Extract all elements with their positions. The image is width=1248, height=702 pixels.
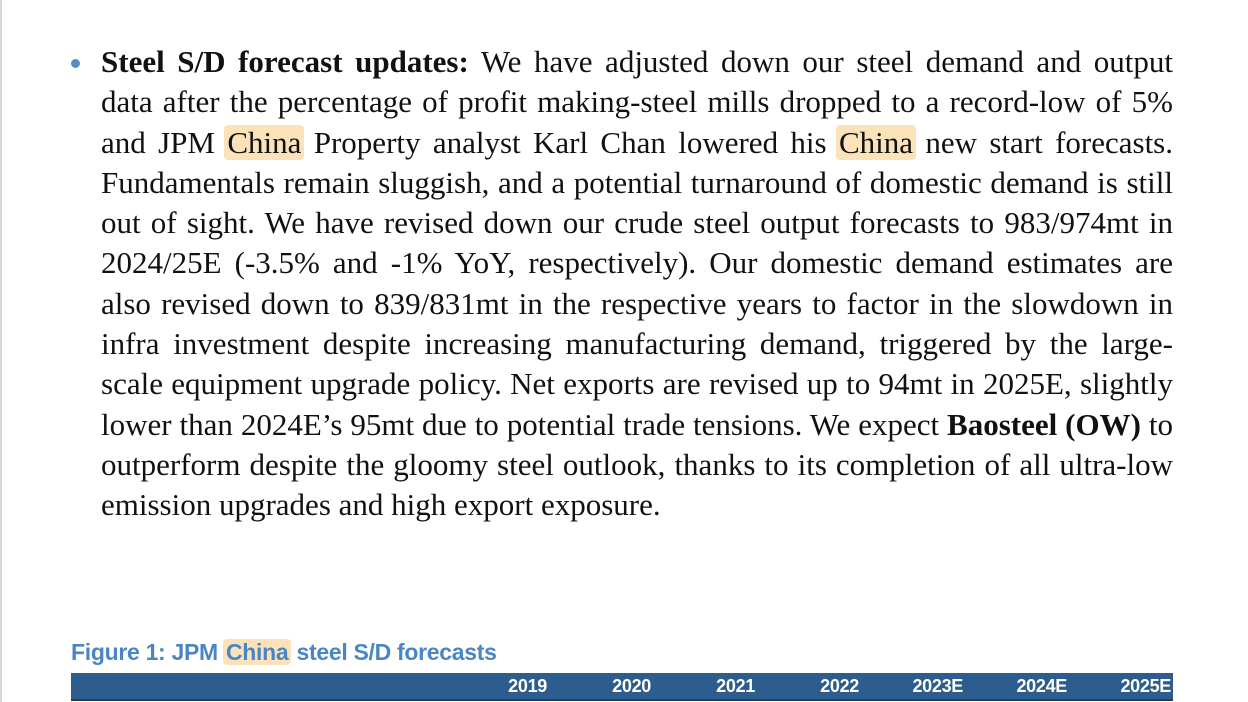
paragraph-heading: Steel S/D forecast updates:: [101, 44, 469, 79]
figure-title: Figure 1: JPM China steel S/D forecasts: [71, 636, 497, 668]
paragraph-text-2: Property analyst Karl Chan lowered his: [301, 124, 839, 160]
paragraph-text-4: to outperform despite the gloomy steel o…: [101, 406, 1173, 523]
year-header-cell: 2020: [612, 676, 651, 696]
search-highlight: China: [223, 639, 292, 665]
search-highlight: China: [835, 124, 917, 160]
year-header-cell: 2023E: [912, 676, 963, 696]
year-header-cell: 2021: [716, 676, 755, 696]
year-header-cell: 2022: [820, 676, 859, 696]
search-highlight: China: [224, 124, 305, 160]
figure-title-prefix: Figure 1: JPM: [71, 639, 224, 665]
figure-title-suffix: steel S/D forecasts: [290, 639, 497, 665]
company-name: Baosteel (OW): [947, 406, 1141, 442]
bullet-icon: [71, 59, 80, 68]
paragraph-text: Steel S/D forecast updates: We have adju…: [101, 42, 1173, 526]
page-edge: [0, 0, 2, 702]
paragraph-text-3: new start forecasts. Fundamentals remain…: [101, 124, 1173, 442]
year-header-cell: 2019: [508, 676, 547, 696]
table-header-row: 2019 2020 2021 2022 2023E 2024E 2025E: [71, 673, 1173, 701]
paragraph-text-1: We have adjusted down our steel demand a…: [101, 44, 1173, 160]
year-header-cell: 2024E: [1016, 676, 1067, 696]
year-header-cell: 2025E: [1120, 676, 1171, 696]
